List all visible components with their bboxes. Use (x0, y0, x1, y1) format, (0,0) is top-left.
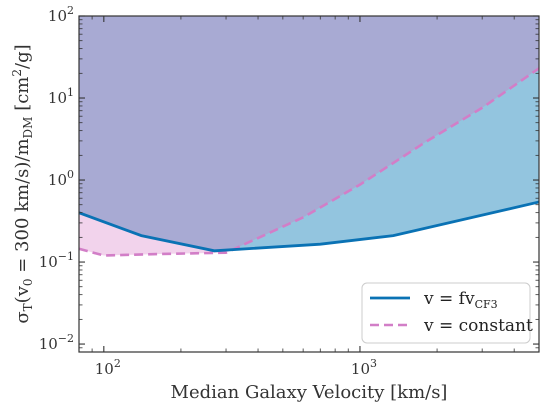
x-tick-label: 103 (351, 357, 377, 378)
legend-label-dashed: v = constant (423, 316, 533, 336)
y-tick-label: 102 (48, 4, 74, 25)
overlap-region (79, 16, 539, 251)
axis-ticks: 10−2 10−1 100 101 102 102 103 (39, 4, 540, 378)
solid-series-line (79, 200, 539, 253)
fill-regions (79, 16, 539, 256)
legend-label-solid: v = fvCF3 (423, 289, 498, 311)
series-lines (79, 67, 539, 257)
y-tick-label: 10−1 (39, 250, 74, 271)
y-tick-label: 101 (48, 86, 74, 107)
y-axis-title: σT​(v0​ = 300 km/s)/mDM​ [cm2​/g] (10, 44, 35, 323)
x-tick-label: 102 (95, 357, 121, 378)
dashed-series-line (79, 67, 539, 257)
y-tick-label: 10−2 (39, 332, 74, 353)
legend: v = fvCF3 v = constant (361, 282, 533, 344)
y-tick-label: 100 (48, 168, 74, 189)
x-axis-title: Median Galaxy Velocity [km/s] (171, 382, 448, 403)
